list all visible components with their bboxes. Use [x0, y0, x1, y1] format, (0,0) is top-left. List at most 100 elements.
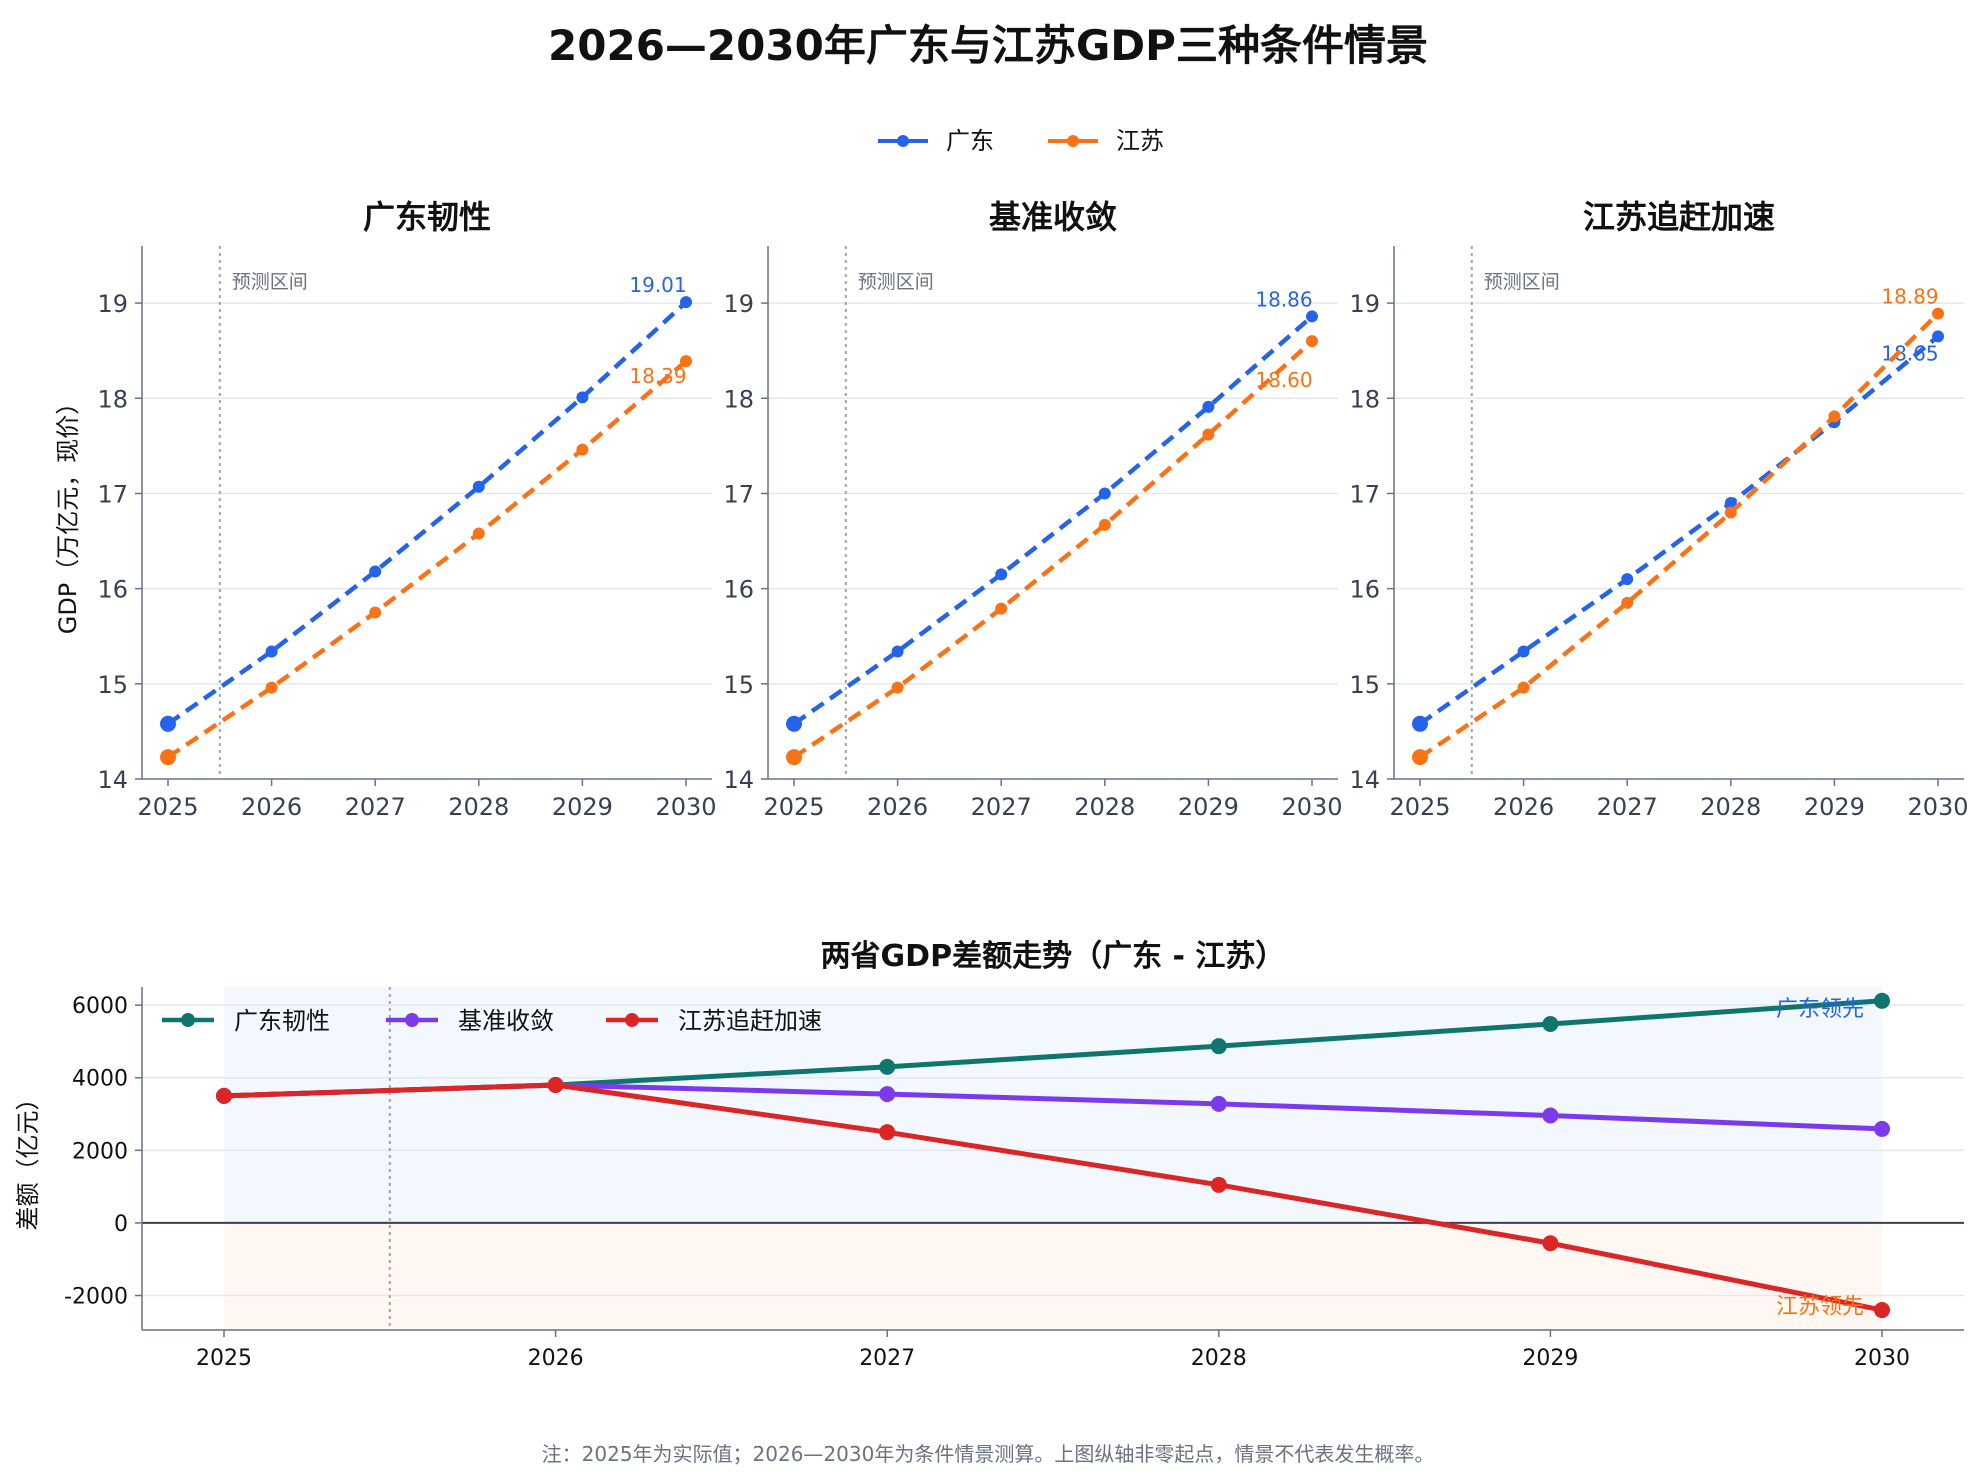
panel-3-series-1-point-3 — [1621, 573, 1634, 586]
panel-1-ytick-6: 19 — [97, 290, 128, 318]
panel-2-series-2-point-2 — [891, 681, 904, 694]
panel-2-series-1-point-5 — [1202, 400, 1215, 413]
panel-3-ytick-4: 17 — [1349, 480, 1380, 508]
diff-chart-ytick-2: 0 — [114, 1212, 128, 1237]
panel-2-series-2-point-6 — [1306, 335, 1318, 348]
panel-1-xtick-1: 2025 — [137, 793, 198, 821]
diff-chart-xtick-5: 2029 — [1522, 1346, 1578, 1371]
panel-1-xtick-4: 2028 — [448, 793, 509, 821]
panel-1-series-1-point-5 — [576, 391, 589, 404]
diff-chart-series-1-point-3 — [879, 1058, 896, 1075]
panel-3-series-1-line — [1418, 334, 1940, 726]
panel-1-series-1-point-1 — [160, 715, 176, 732]
panel-2-ytick-5: 18 — [723, 385, 754, 413]
page-title: 2026—2030年广东与江苏GDP三种条件情景 — [548, 21, 1428, 70]
panel-1-series-1-line — [166, 300, 688, 726]
panel-1-xtick-5: 2029 — [552, 793, 613, 821]
diff-chart-series-1-point-6 — [1874, 992, 1890, 1009]
panel-3-ytick-5: 18 — [1349, 385, 1380, 413]
diff-chart-series-3-point-1 — [216, 1087, 232, 1104]
panel-1-series-2-point-4 — [472, 527, 485, 540]
panel-1-series-2-point-5 — [576, 443, 589, 456]
diff-chart-series-3-point-4 — [1210, 1176, 1227, 1193]
panel-1-xtick-6: 2030 — [655, 793, 716, 821]
diff-chart-xtick-2: 2026 — [528, 1346, 584, 1371]
diff-chart-legend-marker-3 — [625, 1013, 639, 1027]
panel-1-series-1-point-3 — [369, 565, 382, 578]
panel-1-xtick-2: 2026 — [241, 793, 302, 821]
panel-3-forecast-label: 预测区间 — [1484, 271, 1560, 293]
panel-1-ytick-3: 16 — [97, 576, 128, 604]
panel-3-series-2-point-6 — [1932, 307, 1944, 320]
panel-3-ytick-6: 19 — [1349, 290, 1380, 318]
panel-1-series-1-point-2 — [265, 645, 278, 658]
diff-chart-legend-label-2: 基准收敛 — [458, 1007, 554, 1035]
panel-3-xtick-3: 2027 — [1597, 793, 1658, 821]
diff-chart-series-3-point-3 — [879, 1124, 896, 1141]
panel-2-series-1-line — [792, 314, 1314, 726]
panel-1-ytick-2: 15 — [97, 671, 128, 699]
diff-chart-legend-label-1: 广东韧性 — [234, 1007, 330, 1035]
panel-3-series-2-point-5 — [1828, 410, 1841, 423]
panel-1-xtick-3: 2027 — [345, 793, 406, 821]
panel-1-ylabel: GDP（万亿元，现价） — [54, 391, 82, 635]
diff-chart-xtick-1: 2025 — [196, 1346, 252, 1371]
panel-1-ytick-5: 18 — [97, 385, 128, 413]
diff-chart-legend-marker-2 — [405, 1013, 419, 1027]
panel-2-series-1-point-3 — [995, 568, 1008, 581]
panel-3-series-2-point-4 — [1724, 506, 1737, 519]
panel-2-end-label-1: 18.86 — [1255, 287, 1312, 311]
panel-2-xtick-5: 2029 — [1178, 793, 1239, 821]
panel-1-series-2-point-3 — [369, 606, 382, 619]
panel-2-xtick-6: 2030 — [1281, 793, 1342, 821]
diff-chart-series-2-point-3 — [879, 1086, 896, 1103]
panel-2-ytick-1: 14 — [723, 766, 754, 794]
panel-3-ytick-2: 15 — [1349, 671, 1380, 699]
panel-2-series-1-point-2 — [891, 645, 904, 658]
panel-2-series-1-point-6 — [1306, 310, 1318, 323]
panel-1-forecast-label: 预测区间 — [232, 271, 308, 293]
panel-2-series-2-point-4 — [1098, 518, 1111, 531]
diff-chart-series-2-point-5 — [1542, 1107, 1559, 1124]
diff-chart-xtick-3: 2027 — [859, 1346, 915, 1371]
panel-1-end-label-1: 19.01 — [629, 273, 686, 297]
diff-chart-region-negative — [224, 1222, 1882, 1330]
panel-2-ytick-6: 19 — [723, 290, 754, 318]
panel-3-end-label-2: 18.89 — [1881, 285, 1938, 309]
panel-3-xtick-1: 2025 — [1389, 793, 1450, 821]
panel-3-end-label-1: 18.65 — [1881, 341, 1938, 365]
diff-chart-ytick-1: -2000 — [64, 1285, 128, 1310]
panel-1-ytick-4: 17 — [97, 480, 128, 508]
panel-3-series-2-point-1 — [1412, 749, 1428, 766]
panel-1-series-2-point-6 — [680, 355, 692, 368]
diff-chart-series-3-point-2 — [547, 1077, 564, 1093]
panel-2-series-2-point-1 — [786, 749, 802, 766]
diff-chart-series-3-line — [223, 1082, 1883, 1313]
panel-1-end-label-2: 18.39 — [629, 364, 686, 388]
diff-chart-series-2-point-6 — [1874, 1120, 1890, 1137]
panel-1-series-1-point-6 — [680, 296, 692, 309]
legend-label-1: 广东 — [946, 127, 994, 155]
diff-chart-region-label-positive: 广东领先 — [1776, 997, 1864, 1022]
panel-2-series-1-point-1 — [786, 715, 802, 732]
panel-1-series-2-line — [166, 359, 688, 759]
panel-3-series-2-line — [1418, 311, 1940, 759]
footnote: 注：2025年为实际值；2026—2030年为条件情景测算。上图纵轴非零起点，情… — [541, 1442, 1435, 1466]
panel-2-forecast-label: 预测区间 — [858, 271, 934, 293]
panel-3-series-2-point-3 — [1621, 596, 1634, 609]
diff-chart-ytick-3: 2000 — [72, 1139, 128, 1164]
panel-2-title: 基准收敛 — [989, 198, 1117, 236]
panel-3-series-1-point-6 — [1932, 330, 1944, 343]
panel-3-ytick-3: 16 — [1349, 576, 1380, 604]
diff-chart-region-label-negative: 江苏领先 — [1776, 1295, 1864, 1320]
panel-2-end-label-2: 18.60 — [1255, 368, 1312, 392]
panel-3-series-1-point-1 — [1412, 715, 1428, 732]
diff-chart-series-1-point-5 — [1542, 1016, 1559, 1033]
diff-chart-ytick-5: 6000 — [72, 994, 128, 1019]
diff-chart-series-2-point-4 — [1210, 1095, 1227, 1112]
panel-2-xtick-3: 2027 — [971, 793, 1032, 821]
diff-chart-series-1-point-4 — [1210, 1038, 1227, 1055]
panel-3-xtick-2: 2026 — [1493, 793, 1554, 821]
legend-marker-1 — [897, 135, 909, 147]
